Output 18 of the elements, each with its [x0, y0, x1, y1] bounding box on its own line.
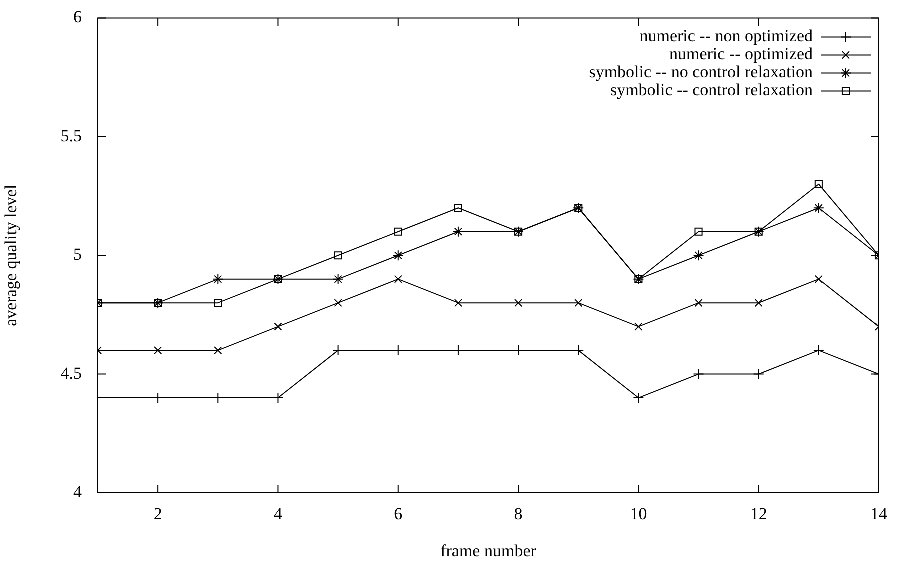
y-tick-label: 4.5	[60, 364, 82, 383]
y-axis-title: average quality level	[2, 184, 21, 326]
legend-label: numeric -- optimized	[669, 44, 814, 64]
x-tick-label: 8	[514, 504, 523, 524]
y-tick-label: 5.5	[60, 126, 82, 146]
x-axis-title: frame number	[440, 541, 537, 560]
x-tick-label: 10	[630, 504, 648, 524]
legend-label: symbolic -- control relaxation	[610, 80, 814, 100]
y-tick-label: 4	[74, 482, 82, 502]
x-tick-label: 2	[154, 504, 162, 524]
y-tick-label: 5	[74, 245, 82, 264]
x-tick-label: 14	[870, 504, 888, 524]
x-tick-label: 12	[750, 504, 768, 524]
y-tick-label: 6	[74, 8, 82, 27]
legend-label: numeric -- non optimized	[640, 26, 814, 46]
legend-label: symbolic -- no control relaxation	[589, 62, 814, 82]
x-tick-label: 4	[274, 504, 283, 524]
x-tick-label: 6	[394, 504, 403, 524]
